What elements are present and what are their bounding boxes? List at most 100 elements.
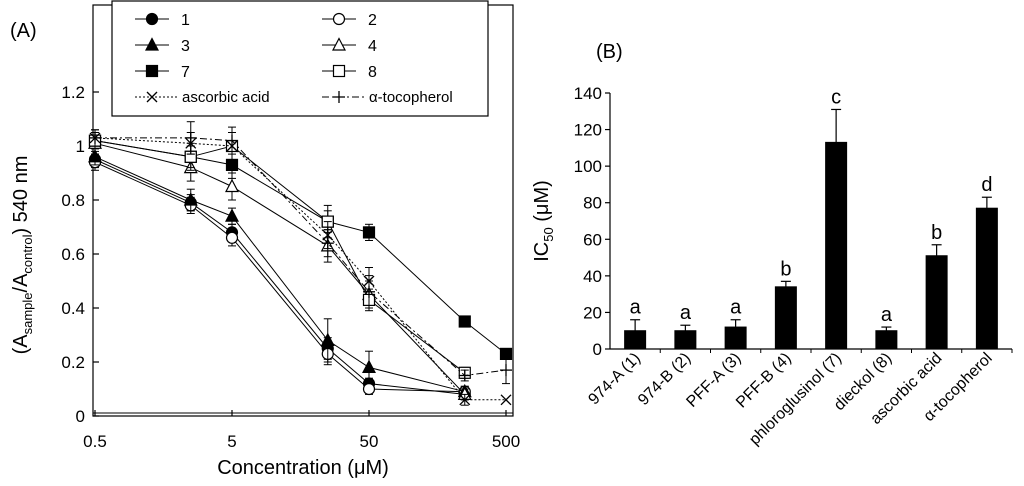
- significance-letter: b: [931, 222, 942, 244]
- y-label-subscript: sample: [20, 292, 35, 334]
- series-line: [94, 137, 506, 401]
- series-8: [88, 132, 471, 379]
- data-point: [459, 394, 471, 406]
- series-line: [95, 137, 507, 377]
- significance-letter: d: [981, 174, 992, 196]
- y-tick-label-a: 0: [76, 407, 85, 426]
- legend-item: 7: [135, 64, 190, 81]
- data-point: [88, 149, 102, 163]
- legend-marker: [146, 91, 158, 103]
- x-tick-label-a: 50: [360, 432, 379, 451]
- bar: [825, 141, 848, 350]
- bar: [624, 330, 647, 350]
- data-point: [225, 231, 239, 244]
- series-3: [88, 148, 472, 398]
- legend-label: 8: [368, 64, 377, 81]
- y-label-part: ) 540 nm: [10, 156, 32, 235]
- legend-marker: [145, 64, 159, 78]
- data-point: [225, 158, 239, 171]
- y-tick-label-b: 0: [593, 340, 602, 359]
- bar: [774, 286, 797, 350]
- bar: [975, 207, 998, 350]
- legend-label: 2: [368, 12, 377, 29]
- y-tick-label-a: 0.6: [61, 245, 85, 264]
- significance-letter: a: [881, 304, 893, 326]
- legend-item: 3: [135, 37, 190, 55]
- data-point: [362, 226, 376, 239]
- y-tick-label-a: 0.2: [61, 353, 85, 372]
- data-point: [500, 394, 512, 406]
- data-point: [225, 208, 239, 222]
- panel-b-label: (B): [596, 41, 623, 63]
- legend-label: 4: [368, 38, 377, 55]
- y-tick-label-b: 20: [583, 303, 602, 322]
- legend-marker: [145, 12, 159, 26]
- series-line: [94, 159, 465, 395]
- data-point: [362, 359, 376, 373]
- x-tick-label-b: phloroglusinol (7): [746, 350, 845, 449]
- y-label-subscript: 50: [541, 227, 556, 241]
- legend-marker: [332, 64, 346, 78]
- legend-item: 4: [322, 37, 377, 55]
- data-point: [226, 134, 238, 147]
- y-tick-label-b: 60: [583, 230, 602, 249]
- legend-item: 2: [322, 12, 377, 29]
- series-4: [88, 132, 472, 401]
- panel-a-label: (A): [10, 20, 37, 42]
- y-tick-label-a: 0.4: [61, 299, 85, 318]
- legend-a: 1 2 3 4 7 8 ascorbic acid α-tocopherol: [111, 0, 489, 117]
- legend-label: α-tocopherol: [369, 89, 453, 106]
- data-point: [225, 178, 239, 193]
- legend-label: ascorbic acid: [182, 89, 270, 106]
- data-point: [184, 131, 197, 144]
- y-label-subscript: control: [20, 234, 35, 273]
- data-point: [500, 364, 512, 377]
- data-point: [458, 315, 471, 328]
- series--tocopherol: [89, 121, 512, 385]
- data-point: [89, 131, 101, 144]
- data-point: [321, 237, 334, 250]
- series-1: [88, 150, 471, 401]
- significance-letter: c: [831, 86, 841, 108]
- y-tick-label-b: 140: [574, 84, 602, 103]
- significance-letter: a: [630, 297, 642, 319]
- legend-item: ascorbic acid: [135, 89, 270, 106]
- significance-letter: b: [780, 258, 791, 280]
- legend-label: 3: [181, 38, 190, 55]
- y-tick-label-b: 80: [583, 194, 602, 213]
- y-tick-label-a: 1.2: [61, 83, 85, 102]
- series-line: [94, 140, 507, 355]
- legend-item: 1: [135, 12, 190, 29]
- series-line: [94, 140, 466, 374]
- y-label-part: /A: [10, 273, 32, 293]
- y-tick-label-b: 120: [574, 121, 602, 140]
- y-axis-label-b: IC50 (μM): [531, 180, 556, 262]
- legend-item: 8: [322, 64, 377, 81]
- bar: [925, 255, 948, 350]
- x-tick-label-a: 0.5: [83, 432, 107, 451]
- bar: [724, 326, 747, 350]
- data-point: [183, 192, 198, 206]
- y-tick-label-b: 40: [583, 267, 602, 286]
- y-label-part: IC: [531, 242, 553, 262]
- data-point: [458, 369, 471, 382]
- legend-label: 7: [181, 64, 190, 81]
- y-label-part: (μM): [531, 180, 553, 227]
- legend-marker: [332, 12, 346, 26]
- legend-box: [111, 0, 489, 117]
- data-point: [320, 332, 335, 346]
- x-tick-label-a: 500: [492, 432, 520, 451]
- panel-a: (A) 0 0.2 0.4 0.6 0.8 1 1.2 0.5 5 50 500 Concentrati…: [10, 0, 520, 479]
- x-tick-label-a: 5: [227, 432, 236, 451]
- significance-letter: a: [680, 302, 692, 324]
- data-point: [362, 382, 376, 396]
- legend-marker: [145, 37, 159, 51]
- series-ascorbic-acid: [89, 129, 512, 406]
- legend-item: α-tocopherol: [322, 89, 453, 106]
- series-7: [88, 132, 513, 360]
- y-tick-label-a: 0.8: [61, 191, 85, 210]
- y-tick-label-b: 100: [574, 157, 602, 176]
- y-label-part: (A: [10, 334, 32, 355]
- y-tick-label-a: 1: [76, 137, 85, 156]
